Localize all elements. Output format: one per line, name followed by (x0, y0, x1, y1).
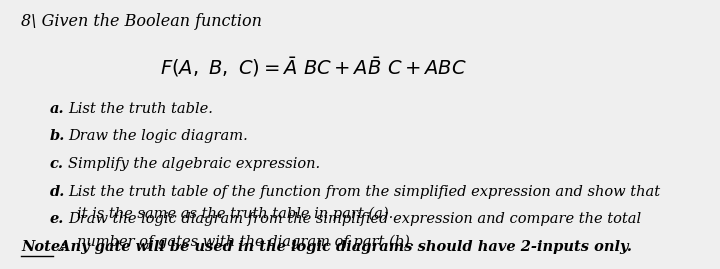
Text: List the truth table of the function from the simplified expression and show tha: List the truth table of the function fro… (68, 185, 660, 199)
Text: a.: a. (50, 102, 64, 116)
Text: it is the same as the truth table in part (a).: it is the same as the truth table in par… (77, 207, 394, 221)
Text: Any gate will be used in the logic diagrams should have 2-inputs only.: Any gate will be used in the logic diagr… (55, 240, 632, 254)
Text: $F(A,\ B,\ C)=\bar{A}\ BC+A\bar{B}\ C+ABC$: $F(A,\ B,\ C)=\bar{A}\ BC+A\bar{B}\ C+AB… (161, 55, 467, 79)
Text: b.: b. (50, 129, 65, 143)
Text: Simplify the algebraic expression.: Simplify the algebraic expression. (68, 157, 320, 171)
Text: Draw the logic diagram from the simplified expression and compare the total: Draw the logic diagram from the simplifi… (68, 212, 642, 226)
Text: 8\ Given the Boolean function: 8\ Given the Boolean function (22, 13, 262, 30)
Text: e.: e. (50, 212, 64, 226)
Text: Note:: Note: (22, 240, 66, 254)
Text: d.: d. (50, 185, 65, 199)
Text: List the truth table.: List the truth table. (68, 102, 213, 116)
Text: Draw the logic diagram.: Draw the logic diagram. (68, 129, 248, 143)
Text: number of gates with the diagram of part (b).: number of gates with the diagram of part… (77, 235, 415, 249)
Text: c.: c. (50, 157, 63, 171)
